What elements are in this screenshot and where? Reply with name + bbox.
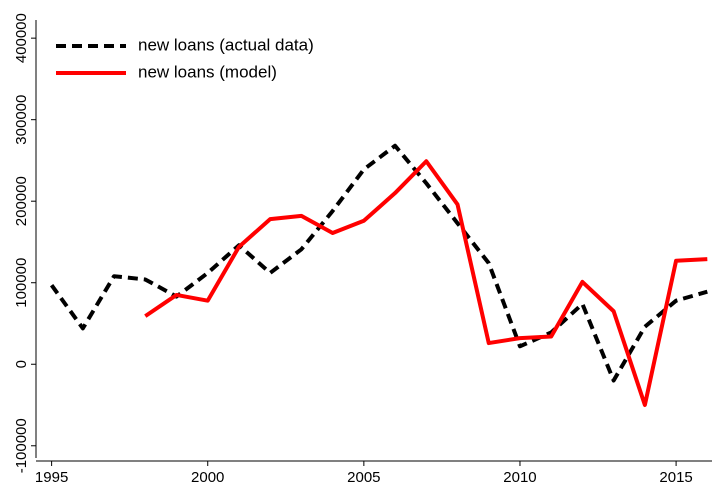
legend-label: new loans (actual data) bbox=[138, 35, 314, 54]
x-tick-label: 2000 bbox=[191, 469, 224, 486]
y-tick-label: 400000 bbox=[13, 13, 30, 63]
x-tick-label: 1995 bbox=[35, 469, 68, 486]
x-tick-label: 2015 bbox=[659, 469, 692, 486]
x-tick-label: 2010 bbox=[503, 469, 536, 486]
y-tick-label: 100000 bbox=[13, 258, 30, 308]
x-tick-label: 2005 bbox=[347, 469, 380, 486]
series-line bbox=[144, 159, 708, 408]
y-tick-label: 200000 bbox=[13, 176, 30, 226]
series-line bbox=[49, 143, 708, 383]
y-tick-label: -100000 bbox=[13, 418, 30, 473]
y-tick-label: 0 bbox=[13, 360, 30, 368]
legend-label: new loans (model) bbox=[138, 62, 277, 81]
y-tick-label: 300000 bbox=[13, 95, 30, 145]
